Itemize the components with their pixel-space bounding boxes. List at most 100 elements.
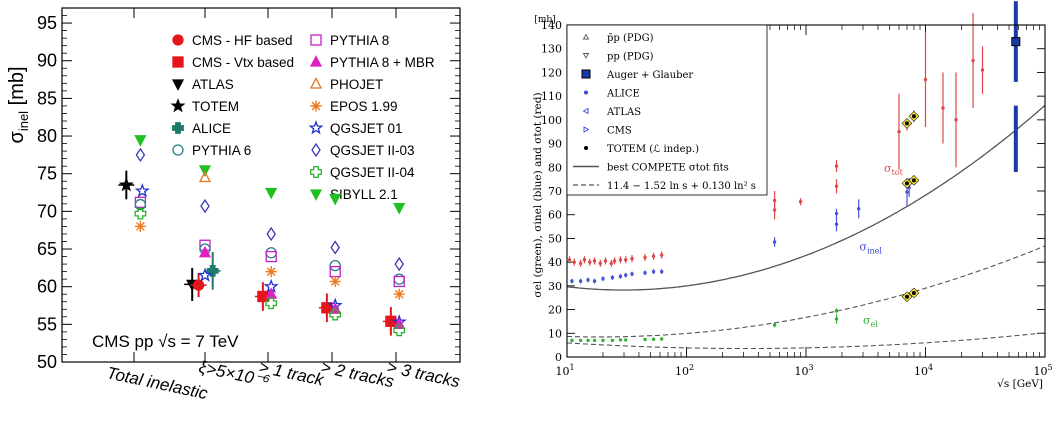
data-point	[856, 207, 861, 211]
x-tick-label: 105	[1033, 363, 1052, 378]
y-tick-label: 40	[548, 256, 562, 269]
legend-marker-qgs01	[308, 120, 324, 135]
legend-label-qgs01: QGSJET 01	[330, 121, 403, 136]
data-points	[118, 135, 407, 337]
data-point	[586, 338, 590, 343]
legend-label: p̄p (PDG)	[607, 33, 654, 44]
label-sigma-el-subscript: el	[871, 320, 879, 329]
data-point	[834, 317, 839, 321]
legend-label-vtx: CMS - Vtx based	[192, 55, 294, 70]
left-chart: 50 55 60 65 70 75 80 85 90 95 σinel [mb] Total inel…	[6, 7, 462, 403]
legend-marker	[582, 33, 590, 40]
data-point	[572, 260, 576, 264]
data-point	[618, 338, 623, 342]
data-point	[588, 260, 592, 264]
data-point	[643, 271, 647, 275]
legend-label: TOTEM (ℒ indep.)	[607, 144, 699, 155]
data-point	[578, 261, 583, 266]
y-tick-label: 55	[37, 314, 57, 334]
data-point	[834, 211, 839, 216]
data-point	[659, 269, 664, 274]
point-sibyll	[134, 135, 147, 147]
label-sigma-tot-subscript: tot	[892, 168, 904, 177]
curve-total-solid	[566, 104, 1046, 291]
label-sigma-inel-symbol: σ	[859, 240, 867, 253]
data-point	[834, 222, 839, 226]
data-point	[630, 256, 634, 261]
legend-marker-atlas	[171, 79, 185, 91]
y-tick-label: 80	[548, 161, 562, 174]
x-tick-base: 10	[914, 365, 928, 378]
legend-marker-sibyll	[309, 189, 323, 201]
y-tick-label: 0	[555, 351, 562, 364]
y-tick-label: 30	[548, 280, 562, 293]
label-sigma-inel-subscript: inel	[867, 246, 882, 255]
x-tick-base: 10	[1033, 365, 1047, 378]
data-point	[651, 337, 656, 341]
series-3	[901, 110, 920, 303]
point-py8mbr	[198, 245, 212, 258]
legend-marker-phojet	[309, 77, 323, 89]
legend-box	[566, 24, 768, 196]
plot-frame	[61, 7, 461, 363]
legend-marker-py8mbr	[309, 55, 323, 67]
point-epos	[134, 220, 146, 232]
point-py6	[265, 247, 277, 259]
legend-label: ATLAS	[606, 107, 641, 118]
y-unit-label: [mb]	[534, 15, 555, 25]
x-tick-label: 103	[794, 363, 813, 378]
data-point	[651, 254, 656, 258]
x-tick-exponent: 3	[808, 363, 813, 372]
data-point	[954, 118, 958, 122]
y-tick-label: 50	[548, 232, 562, 245]
y-tick-label: 80	[37, 126, 57, 146]
data-point	[834, 164, 839, 168]
legend-marker-epos	[310, 100, 322, 112]
legend: CMS - HF based CMS - Vtx based ATLAS TOTEM A…	[170, 33, 435, 202]
point-py6	[329, 259, 341, 272]
legend-label-totem: TOTEM	[192, 99, 239, 114]
point-vtx	[257, 290, 269, 303]
y-tick-label: 100	[541, 114, 562, 127]
point-phojet	[198, 170, 212, 183]
y-axis-label: σinel [mb]	[6, 66, 31, 143]
data-point	[834, 309, 839, 313]
data-point	[592, 338, 597, 343]
point-sibyll	[393, 202, 406, 215]
y-tick-label: 20	[548, 304, 562, 317]
legend-label-py6: PYTHIA 6	[192, 143, 251, 158]
data-point	[772, 323, 777, 327]
data-point	[601, 277, 605, 281]
label-sigma-tot: σtot	[884, 162, 904, 177]
x-tick-label: 104	[914, 363, 933, 378]
data-point	[624, 258, 628, 262]
curve-elastic-dashed	[566, 332, 1046, 350]
legend-marker	[581, 69, 591, 79]
legend-marker	[584, 146, 588, 150]
x-tick-label: 102	[675, 363, 694, 378]
left-chart-panel: 50 55 60 65 70 75 80 85 90 95 σinel [mb] Total inel…	[0, 0, 470, 417]
legend-marker	[582, 53, 590, 59]
data-point	[618, 274, 623, 279]
point-qgs03	[200, 198, 210, 214]
data-point	[610, 275, 615, 280]
legend-label-sibyll: SIBYLL 2.1	[330, 187, 398, 202]
label-sigma-inel: σinel	[859, 240, 882, 255]
point-totem	[118, 177, 134, 192]
data-point	[582, 258, 587, 262]
point-sibyll	[329, 193, 342, 206]
data-point	[941, 106, 945, 110]
data-point	[772, 198, 777, 203]
y-tick-label: 90	[548, 138, 562, 151]
legend-marker-totem	[170, 98, 186, 113]
y-tick-label: 120	[541, 66, 562, 79]
data-point	[911, 178, 916, 183]
legend-label: 11.4 − 1.52 ln s + 0.130 ln² s	[607, 181, 756, 192]
data-point	[651, 269, 656, 274]
point-qgs01	[134, 183, 150, 198]
legend-marker	[584, 90, 588, 95]
y-tick-label: 75	[37, 164, 57, 184]
y-tick-label: 60	[37, 277, 57, 297]
x-tick-exponent: 1	[569, 363, 574, 372]
y-tick-label: 95	[37, 13, 57, 33]
